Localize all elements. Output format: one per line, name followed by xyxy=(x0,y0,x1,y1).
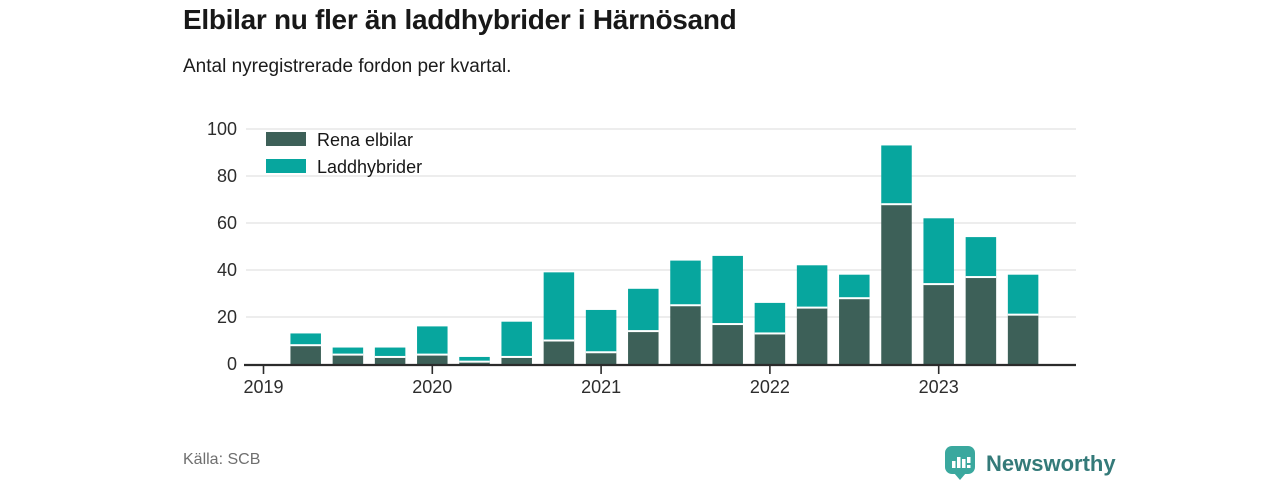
bar-segment-laddhybrider xyxy=(417,326,448,355)
bar-segment-laddhybrider xyxy=(628,288,659,332)
segment-separator xyxy=(459,360,490,363)
segment-separator xyxy=(923,283,954,286)
segment-separator xyxy=(332,353,364,356)
newsworthy-logo-icon xyxy=(945,446,975,480)
bar-segment-rena-elbilar xyxy=(585,352,617,364)
segment-separator xyxy=(290,344,321,347)
bar-segment-rena-elbilar xyxy=(417,354,448,364)
segment-separator xyxy=(881,203,912,206)
x-tick-label: 2020 xyxy=(412,377,452,397)
bar-segment-rena-elbilar xyxy=(839,298,870,364)
source-note: Källa: SCB xyxy=(183,451,261,468)
bar-segment-laddhybrider xyxy=(839,274,870,299)
bar-segment-laddhybrider xyxy=(754,302,786,334)
bar-segment-rena-elbilar xyxy=(628,331,659,364)
segment-separator xyxy=(417,353,448,356)
bar-segment-rena-elbilar xyxy=(459,361,490,364)
x-tick-label: 2021 xyxy=(581,377,621,397)
bar-segment-rena-elbilar xyxy=(670,305,701,364)
axes xyxy=(244,363,1076,374)
x-tick-label: 2022 xyxy=(750,377,790,397)
segment-separator xyxy=(628,330,659,333)
bar-segment-laddhybrider xyxy=(374,347,406,357)
bar-segment-laddhybrider xyxy=(670,260,701,306)
bar-segment-rena-elbilar xyxy=(712,324,743,364)
x-tick-label: 2019 xyxy=(243,377,283,397)
newsworthy-logo: Newsworthy xyxy=(944,445,1116,480)
bar-segment-rena-elbilar xyxy=(1007,314,1039,364)
bar-segment-rena-elbilar xyxy=(290,345,321,364)
bar-segment-laddhybrider xyxy=(965,237,997,278)
bar-segment-laddhybrider xyxy=(543,272,575,341)
legend-swatch-laddhybrider xyxy=(266,159,306,173)
segment-separator xyxy=(585,351,617,354)
segment-separator xyxy=(501,355,532,358)
bar-segment-rena-elbilar xyxy=(923,284,954,364)
x-tick-label: 2023 xyxy=(919,377,959,397)
segment-separator xyxy=(543,339,575,342)
segment-separator xyxy=(1007,313,1039,316)
legend: Rena elbilar Laddhybrider xyxy=(266,130,422,177)
y-tick-label: 60 xyxy=(217,213,237,233)
bar-segment-rena-elbilar xyxy=(543,340,575,364)
bar-segment-rena-elbilar xyxy=(374,356,406,364)
bar-segment-laddhybrider xyxy=(1007,274,1039,315)
newsworthy-wordmark: Newsworthy xyxy=(986,450,1116,476)
segment-separator xyxy=(374,355,406,358)
segment-separator xyxy=(965,276,997,279)
bar-segment-rena-elbilar xyxy=(332,354,364,364)
bar-segment-laddhybrider xyxy=(923,218,954,285)
bars xyxy=(290,145,1039,364)
bar-segment-laddhybrider xyxy=(881,145,912,205)
bar-segment-rena-elbilar xyxy=(881,204,912,364)
segment-separator xyxy=(754,332,786,335)
y-tick-label: 80 xyxy=(217,166,237,186)
segment-separator xyxy=(712,323,743,326)
bar-segment-rena-elbilar xyxy=(796,307,828,364)
segment-separator xyxy=(839,297,870,300)
y-tick-label: 0 xyxy=(227,354,237,374)
bar-segment-laddhybrider xyxy=(459,356,490,362)
bar-segment-rena-elbilar xyxy=(754,333,786,364)
bar-segment-laddhybrider xyxy=(501,321,532,357)
bar-segment-laddhybrider xyxy=(332,347,364,355)
segment-separator xyxy=(796,306,828,309)
y-tick-label: 20 xyxy=(217,307,237,327)
chart-title: Elbilar nu fler än laddhybrider i Härnös… xyxy=(183,4,737,35)
axis-labels: 0 20 40 60 80 100 2019 2020 2021 2022 2023 xyxy=(207,119,959,397)
bar-segment-laddhybrider xyxy=(796,265,828,308)
bar-segment-laddhybrider xyxy=(585,309,617,353)
y-tick-label: 40 xyxy=(217,260,237,280)
legend-label-rena-elbilar: Rena elbilar xyxy=(317,130,413,150)
chart-subtitle: Antal nyregistrerade fordon per kvartal. xyxy=(183,56,512,77)
bar-segment-rena-elbilar xyxy=(501,356,532,364)
segment-separator xyxy=(670,304,701,307)
legend-swatch-rena-elbilar xyxy=(266,132,306,146)
bar-segment-laddhybrider xyxy=(290,333,321,346)
bar-segment-rena-elbilar xyxy=(965,277,997,364)
y-tick-label: 100 xyxy=(207,119,237,139)
legend-label-laddhybrider: Laddhybrider xyxy=(317,157,422,177)
bar-segment-laddhybrider xyxy=(712,255,743,325)
